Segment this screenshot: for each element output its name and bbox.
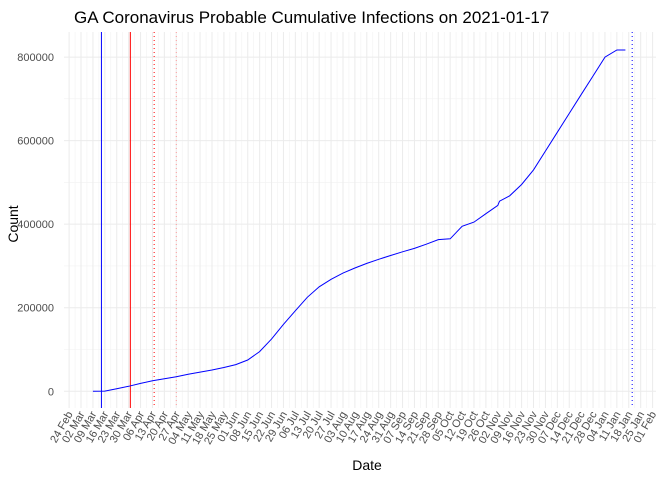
series-line: [92, 49, 626, 392]
y-tick-label: 400000: [17, 219, 54, 231]
y-axis-label: Count: [5, 205, 21, 242]
y-axis-ticks: 0 200000 400000 600000 800000: [17, 52, 54, 398]
y-tick-label: 800000: [17, 52, 54, 64]
y-tick-label: 600000: [17, 136, 54, 148]
chart-title: GA Coronavirus Probable Cumulative Infec…: [74, 8, 550, 27]
y-tick-label: 200000: [17, 303, 54, 315]
y-tick-label: 0: [48, 386, 54, 398]
grid: [64, 32, 656, 408]
reference-lines: [100, 32, 633, 408]
series-layer: [92, 49, 626, 392]
x-axis-label: Date: [352, 457, 382, 473]
